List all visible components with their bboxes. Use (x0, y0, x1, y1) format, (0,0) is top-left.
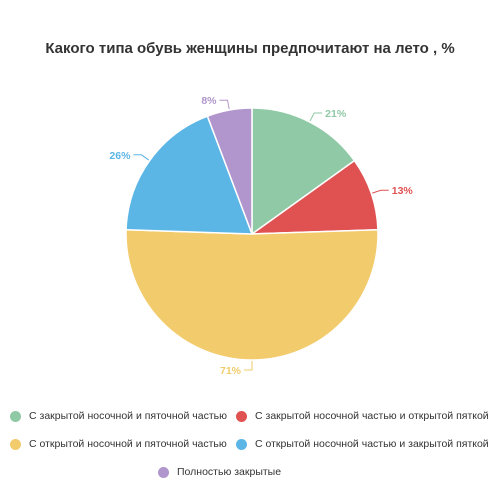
data-label: 71% (220, 365, 242, 377)
legend-label: С закрытой носочной и пяточной частью (29, 410, 228, 422)
data-label-leader (309, 112, 323, 122)
legend-swatch (236, 438, 247, 450)
legend-swatch (10, 410, 21, 422)
data-label: 21% (325, 108, 347, 120)
data-label-leader (244, 361, 253, 371)
legend-label: С закрытой носочной частью и открытой пя… (255, 410, 489, 422)
data-label: 8% (201, 95, 217, 107)
legend-label: С открытой носочной частью и закрытой пя… (255, 438, 489, 450)
legend-item[interactable]: С закрытой носочной частью и открытой пя… (236, 410, 489, 422)
data-label-leader (219, 99, 230, 110)
legend-item[interactable]: С закрытой носочной и пяточной частью (10, 410, 227, 422)
pie-slice[interactable] (251, 107, 356, 236)
pie-slice[interactable] (206, 107, 253, 235)
data-label-leader (372, 189, 389, 194)
legend-label: С открытой носочной и пяточной частью (29, 438, 227, 450)
chart-title: Какого типа обувь женщины предпочитают н… (45, 40, 455, 57)
legend-swatch (10, 438, 21, 450)
data-label-leader (133, 154, 150, 161)
legend-swatch (158, 466, 169, 478)
pie-slice[interactable] (125, 228, 379, 361)
legend-item[interactable]: С открытой носочной частью и закрытой пя… (236, 438, 489, 450)
legend-swatch (236, 410, 247, 422)
legend-label: Полностью закрытые (177, 466, 282, 478)
pie-slice[interactable] (125, 115, 254, 235)
data-label: 26% (109, 150, 131, 162)
data-label: 13% (392, 185, 414, 197)
legend-item[interactable]: С открытой носочной и пяточной частью (10, 438, 227, 450)
legend-item[interactable]: Полностью закрытые (158, 466, 281, 478)
